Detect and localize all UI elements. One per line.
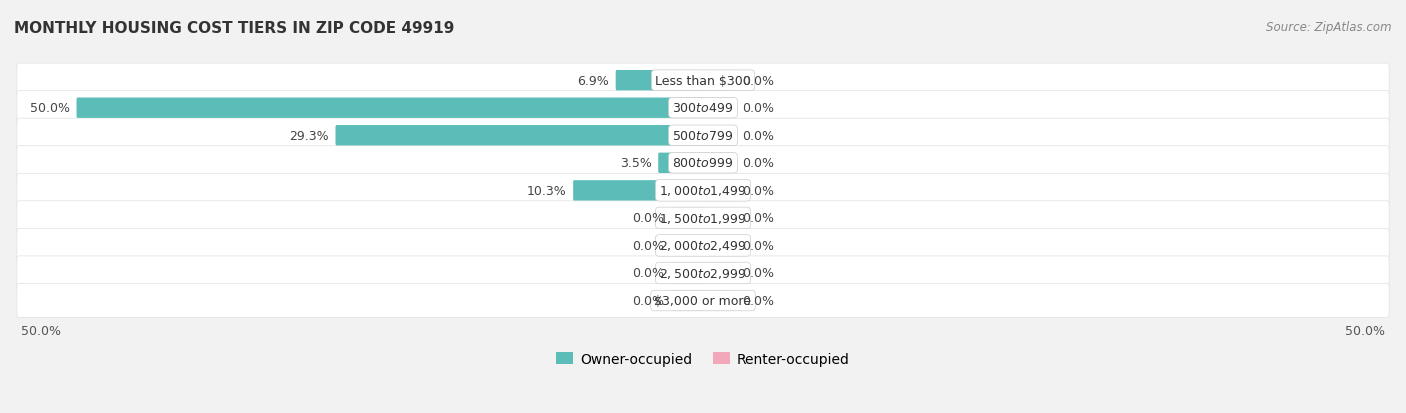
- Text: $2,000 to $2,499: $2,000 to $2,499: [659, 239, 747, 253]
- Text: 10.3%: 10.3%: [527, 184, 567, 197]
- FancyBboxPatch shape: [702, 98, 735, 119]
- Text: 0.0%: 0.0%: [742, 157, 773, 170]
- FancyBboxPatch shape: [17, 201, 1389, 235]
- FancyBboxPatch shape: [17, 64, 1389, 98]
- Text: 0.0%: 0.0%: [742, 184, 773, 197]
- FancyBboxPatch shape: [17, 91, 1389, 126]
- Text: $1,500 to $1,999: $1,500 to $1,999: [659, 211, 747, 225]
- Text: 0.0%: 0.0%: [742, 240, 773, 252]
- FancyBboxPatch shape: [671, 208, 704, 228]
- Text: 6.9%: 6.9%: [578, 74, 609, 88]
- FancyBboxPatch shape: [702, 208, 735, 228]
- Text: 0.0%: 0.0%: [742, 74, 773, 88]
- Text: MONTHLY HOUSING COST TIERS IN ZIP CODE 49919: MONTHLY HOUSING COST TIERS IN ZIP CODE 4…: [14, 21, 454, 36]
- FancyBboxPatch shape: [616, 71, 704, 91]
- Text: Source: ZipAtlas.com: Source: ZipAtlas.com: [1267, 21, 1392, 33]
- FancyBboxPatch shape: [702, 71, 735, 91]
- FancyBboxPatch shape: [702, 181, 735, 201]
- FancyBboxPatch shape: [702, 153, 735, 173]
- FancyBboxPatch shape: [17, 119, 1389, 153]
- FancyBboxPatch shape: [76, 98, 704, 119]
- Text: $1,000 to $1,499: $1,000 to $1,499: [659, 184, 747, 198]
- Legend: Owner-occupied, Renter-occupied: Owner-occupied, Renter-occupied: [551, 347, 855, 371]
- FancyBboxPatch shape: [17, 284, 1389, 318]
- Text: 0.0%: 0.0%: [633, 240, 664, 252]
- Text: $800 to $999: $800 to $999: [672, 157, 734, 170]
- Text: 0.0%: 0.0%: [633, 267, 664, 280]
- Text: 50.0%: 50.0%: [1344, 325, 1385, 337]
- Text: 0.0%: 0.0%: [742, 102, 773, 115]
- Text: $500 to $799: $500 to $799: [672, 129, 734, 142]
- Text: 3.5%: 3.5%: [620, 157, 652, 170]
- FancyBboxPatch shape: [671, 263, 704, 283]
- FancyBboxPatch shape: [658, 153, 704, 173]
- FancyBboxPatch shape: [17, 256, 1389, 290]
- FancyBboxPatch shape: [702, 236, 735, 256]
- Text: 50.0%: 50.0%: [30, 102, 70, 115]
- FancyBboxPatch shape: [17, 229, 1389, 263]
- FancyBboxPatch shape: [17, 174, 1389, 208]
- Text: 50.0%: 50.0%: [21, 325, 62, 337]
- FancyBboxPatch shape: [17, 146, 1389, 180]
- Text: 0.0%: 0.0%: [742, 267, 773, 280]
- FancyBboxPatch shape: [336, 126, 704, 146]
- FancyBboxPatch shape: [671, 291, 704, 311]
- FancyBboxPatch shape: [702, 126, 735, 146]
- FancyBboxPatch shape: [702, 291, 735, 311]
- Text: $2,500 to $2,999: $2,500 to $2,999: [659, 266, 747, 280]
- Text: 0.0%: 0.0%: [742, 294, 773, 307]
- FancyBboxPatch shape: [574, 181, 704, 201]
- Text: 29.3%: 29.3%: [290, 129, 329, 142]
- Text: $300 to $499: $300 to $499: [672, 102, 734, 115]
- FancyBboxPatch shape: [702, 263, 735, 283]
- Text: 0.0%: 0.0%: [633, 294, 664, 307]
- Text: 0.0%: 0.0%: [633, 212, 664, 225]
- Text: $3,000 or more: $3,000 or more: [655, 294, 751, 307]
- FancyBboxPatch shape: [671, 236, 704, 256]
- Text: 0.0%: 0.0%: [742, 212, 773, 225]
- Text: 0.0%: 0.0%: [742, 129, 773, 142]
- Text: Less than $300: Less than $300: [655, 74, 751, 88]
